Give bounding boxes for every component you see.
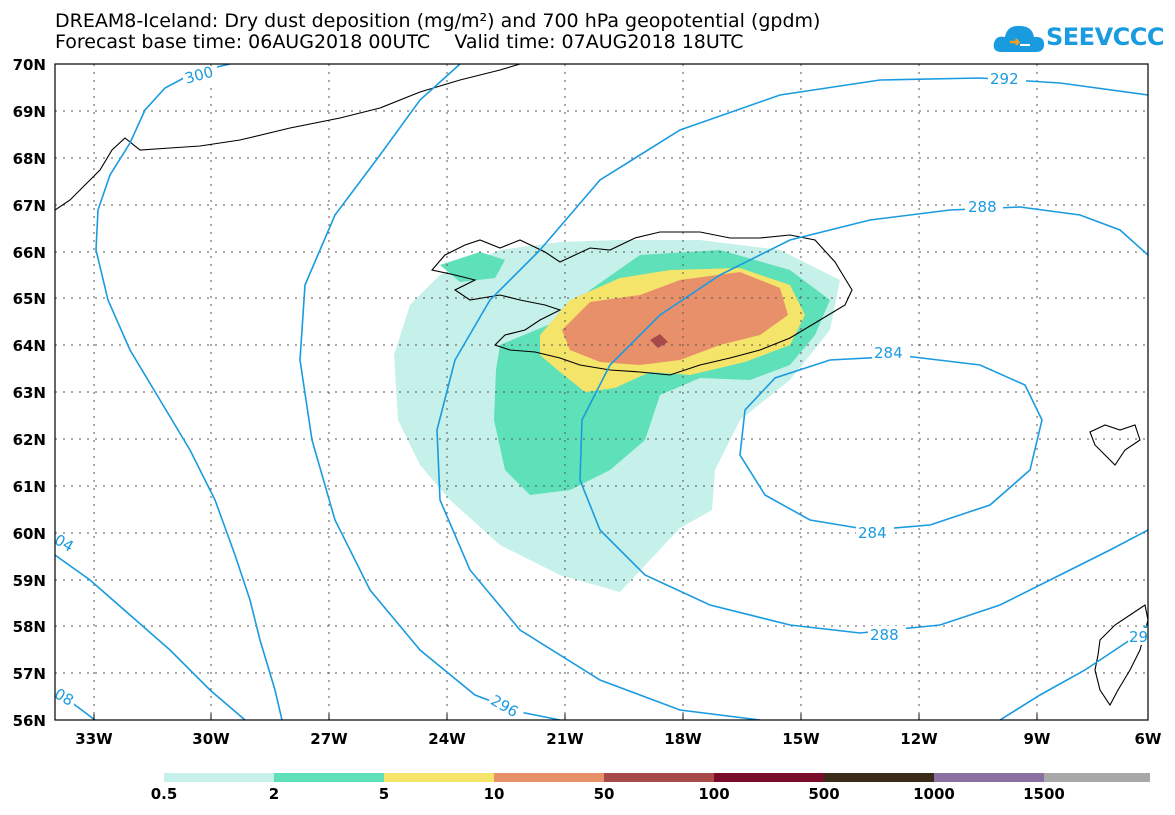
greenland-coast (55, 64, 521, 211)
contour-label-29: 29 (1129, 628, 1148, 646)
lat-label: 66N (12, 244, 46, 262)
contour-300b (95, 142, 283, 720)
lat-label: 60N (12, 525, 46, 543)
colorbar-label: 100 (698, 785, 730, 803)
contour-304 (55, 554, 246, 720)
lat-label: 65N (12, 290, 46, 308)
map-frame (54, 63, 1149, 721)
contour-label-288-south: 288 (870, 626, 899, 644)
contour-label-288-north: 288 (968, 198, 997, 216)
lat-label: 68N (12, 150, 46, 168)
lon-label: 12W (900, 730, 938, 748)
colorbar-label: 5 (378, 785, 390, 803)
map-subtitle: Forecast base time: 06AUG2018 00UTC Vali… (55, 31, 744, 53)
logo-text: SEEVCCC (1046, 23, 1165, 51)
lat-label: 57N (12, 665, 46, 683)
lon-label: 27W (310, 730, 348, 748)
contour-29 (999, 624, 1148, 720)
lat-label: 56N (12, 712, 46, 730)
lat-label: 70N (12, 56, 46, 74)
colorbar-label: 1500 (1023, 785, 1065, 803)
lat-label: 61N (12, 478, 46, 496)
dust-shade-10 (562, 272, 788, 365)
lat-label: 62N (12, 431, 46, 449)
lon-label: 21W (546, 730, 584, 748)
lat-label: 69N (12, 103, 46, 121)
lat-label: 63N (12, 384, 46, 402)
lon-label: 33W (75, 730, 113, 748)
faroe-coast (1089, 424, 1141, 466)
colorbar-segment (1044, 773, 1150, 782)
scotland-coast (1094, 604, 1148, 707)
lon-label: 6W (1134, 730, 1162, 748)
colorbar-segment (714, 773, 824, 782)
colorbar-label: 1000 (913, 785, 955, 803)
colorbar-segment (604, 773, 714, 782)
colorbar-segment (824, 773, 934, 782)
contour-label-284-bottom: 284 (858, 524, 887, 542)
colorbar-label: 50 (593, 785, 615, 803)
lat-label: 67N (12, 197, 46, 215)
axis-ticks (93, 714, 1038, 720)
contour-label-292: 292 (990, 70, 1019, 88)
iceland-coast (430, 231, 853, 376)
contour-label-group: 300 292 288 284 284 288 296 04 08 29 (51, 63, 1148, 724)
colorbar-label: 500 (808, 785, 840, 803)
dust-deposition-field (394, 240, 840, 592)
colorbar-label: 2 (268, 785, 280, 803)
colorbar-segment (384, 773, 494, 782)
lon-label: 18W (664, 730, 702, 748)
colorbar-label: 0.5 (150, 785, 178, 803)
colorbar-segment (934, 773, 1044, 782)
seevccc-logo: SEEVCCC (992, 16, 1165, 60)
colorbar-segment (164, 773, 274, 782)
lat-label: 59N (12, 572, 46, 590)
lon-label: 15W (782, 730, 820, 748)
colorbar-label: 10 (483, 785, 505, 803)
cloud-icon (993, 25, 1045, 52)
lat-label: 58N (12, 618, 46, 636)
map-title: DREAM8-Iceland: Dry dust deposition (mg/… (55, 10, 821, 32)
dust-shade-2b (440, 252, 505, 282)
contour-label-284-top: 284 (874, 344, 903, 362)
contour-296 (299, 64, 561, 720)
lon-label: 30W (192, 730, 230, 748)
colorbar-segment (494, 773, 604, 782)
contour-292 (539, 77, 1148, 251)
colorbar-segment (274, 773, 384, 782)
lon-label: 9W (1023, 730, 1051, 748)
contour-292b (436, 249, 761, 720)
lat-label: 64N (12, 337, 46, 355)
lon-label: 24W (428, 730, 466, 748)
